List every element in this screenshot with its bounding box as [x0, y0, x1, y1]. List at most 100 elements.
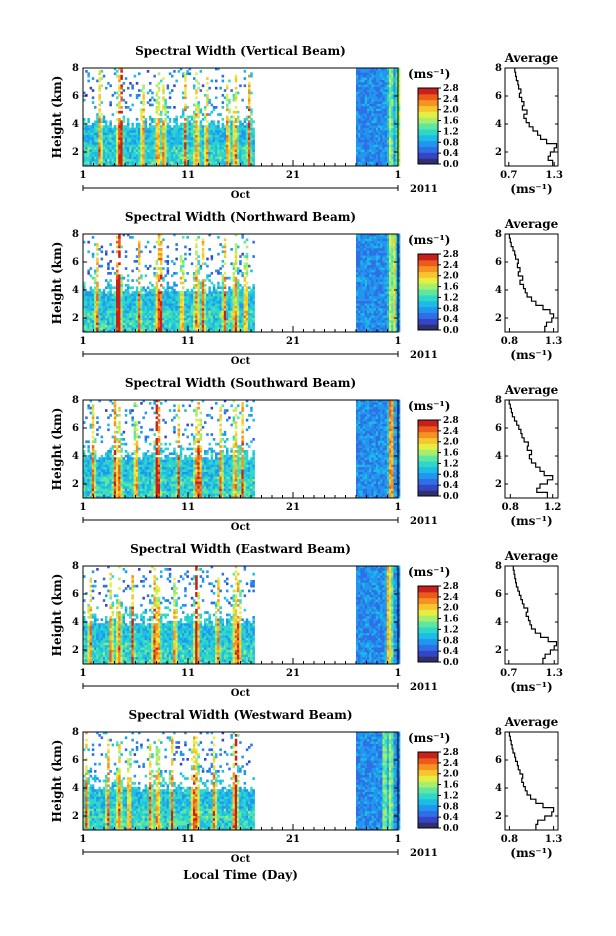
- panel-title: Spectral Width (Vertical Beam): [135, 44, 346, 58]
- average-x-tick-label: 1.3: [546, 170, 563, 181]
- colorbar-tick-label: 0.4: [443, 647, 459, 657]
- colorbar-tick-label: 1.2: [443, 625, 459, 635]
- colorbar-segment: [418, 455, 438, 461]
- average-frame: [505, 566, 558, 664]
- colorbar-segment: [418, 420, 438, 426]
- y-axis-label: Height (km): [50, 408, 64, 491]
- y-tick-label: 4: [72, 285, 79, 296]
- colorbar-segment: [418, 266, 438, 272]
- colorbar-tick-label: 2.0: [443, 272, 459, 282]
- colorbar-segment: [418, 254, 438, 260]
- colorbar: 0.00.40.81.21.62.02.42.8: [418, 748, 459, 834]
- year-label: 2011: [410, 184, 438, 195]
- x-tick-label: 11: [181, 834, 195, 845]
- average-profile-line: [509, 400, 553, 498]
- x-tick-label: 11: [181, 170, 195, 181]
- heatmap-cells: [83, 732, 400, 831]
- colorbar: 0.00.40.81.21.62.02.42.8: [418, 582, 459, 668]
- panel-2: Spectral Width (Northward Beam)2468Heigh…: [50, 210, 562, 367]
- colorbar-segment: [418, 799, 438, 805]
- colorbar-segment: [418, 615, 438, 621]
- colorbar-segment: [418, 484, 438, 490]
- y-tick-label: 8: [72, 727, 79, 738]
- average-y-tick-label: 6: [495, 91, 502, 102]
- x-tick-label: 1: [80, 170, 87, 181]
- colorbar-segment: [418, 106, 438, 112]
- colorbar-segment: [418, 426, 438, 432]
- x-tick-label: 1: [80, 834, 87, 845]
- x-tick-label: 21: [286, 336, 300, 347]
- x-tick-label: 21: [286, 502, 300, 513]
- y-tick-label: 6: [72, 257, 79, 268]
- year-label: 2011: [410, 350, 438, 361]
- colorbar-segment: [418, 764, 438, 770]
- heatmap-cells: [83, 566, 400, 665]
- y-tick-label: 2: [72, 811, 79, 822]
- colorbar-tick-label: 0.4: [443, 149, 459, 159]
- y-tick-label: 6: [72, 423, 79, 434]
- heatmap-cells: [83, 400, 400, 499]
- y-tick-label: 8: [72, 229, 79, 240]
- month-label: Oct: [231, 356, 251, 367]
- panel-1: Spectral Width (Vertical Beam)2468Height…: [50, 44, 563, 201]
- panel-title: Spectral Width (Westward Beam): [128, 708, 352, 722]
- average-y-tick-label: 2: [495, 313, 502, 324]
- average-x-tick-label: 1.2: [544, 502, 561, 513]
- y-tick-label: 8: [72, 395, 79, 406]
- x-tick-label: 1: [395, 668, 402, 679]
- average-y-tick-label: 8: [495, 229, 502, 240]
- panel-3: Spectral Width (Southward Beam)2468Heigh…: [50, 376, 561, 533]
- colorbar-segment: [418, 307, 438, 313]
- colorbar-segment: [418, 260, 438, 266]
- y-tick-label: 6: [72, 589, 79, 600]
- average-x-tick-label: 1.3: [545, 834, 562, 845]
- colorbar-segment: [418, 805, 438, 811]
- average-y-tick-label: 2: [495, 811, 502, 822]
- colorbar-segment: [418, 644, 438, 650]
- colorbar-tick-label: 2.8: [443, 748, 459, 758]
- colorbar-segment: [418, 301, 438, 307]
- average-y-tick-label: 4: [495, 783, 502, 794]
- average-y-tick-label: 6: [495, 257, 502, 268]
- average-x-tick-label: 0.8: [501, 834, 518, 845]
- colorbar-segment: [418, 604, 438, 610]
- colorbar-segment: [418, 117, 438, 123]
- y-tick-label: 4: [72, 119, 79, 130]
- colorbar-segment: [418, 592, 438, 598]
- average-profile-line: [509, 234, 553, 332]
- colorbar-segment: [418, 752, 438, 758]
- month-label: Oct: [231, 854, 251, 865]
- colorbar-tick-label: 1.6: [443, 283, 459, 293]
- colorbar-segment: [418, 111, 438, 117]
- colorbar-segment: [418, 758, 438, 764]
- colorbar-segment: [418, 793, 438, 799]
- average-y-tick-label: 4: [495, 285, 502, 296]
- colorbar-tick-label: 2.4: [443, 261, 459, 271]
- y-tick-label: 2: [72, 479, 79, 490]
- colorbar-tick-label: 2.4: [443, 427, 459, 437]
- y-tick-label: 6: [72, 91, 79, 102]
- y-axis-label: Height (km): [50, 242, 64, 325]
- average-title: Average: [504, 383, 559, 397]
- colorbar-segment: [418, 816, 438, 822]
- colorbar-segment: [418, 283, 438, 289]
- average-y-tick-label: 2: [495, 479, 502, 490]
- y-tick-label: 4: [72, 617, 79, 628]
- colorbar-tick-label: 1.6: [443, 615, 459, 625]
- average-y-tick-label: 6: [495, 423, 502, 434]
- average-title: Average: [504, 217, 559, 231]
- colorbar-segment: [418, 443, 438, 449]
- colorbar: 0.00.40.81.21.62.02.42.8: [418, 84, 459, 170]
- colorbar-tick-label: 2.0: [443, 604, 459, 614]
- y-tick-label: 4: [72, 451, 79, 462]
- colorbar-tick-label: 0.4: [443, 813, 459, 823]
- average-unit: (ms⁻¹): [510, 514, 552, 528]
- average-x-tick-label: 0.8: [502, 502, 519, 513]
- colorbar-segment: [418, 141, 438, 147]
- colorbar-unit: (ms⁻¹): [408, 67, 450, 81]
- colorbar-tick-label: 1.2: [443, 459, 459, 469]
- average-profile-line: [515, 68, 557, 166]
- colorbar-segment: [418, 289, 438, 295]
